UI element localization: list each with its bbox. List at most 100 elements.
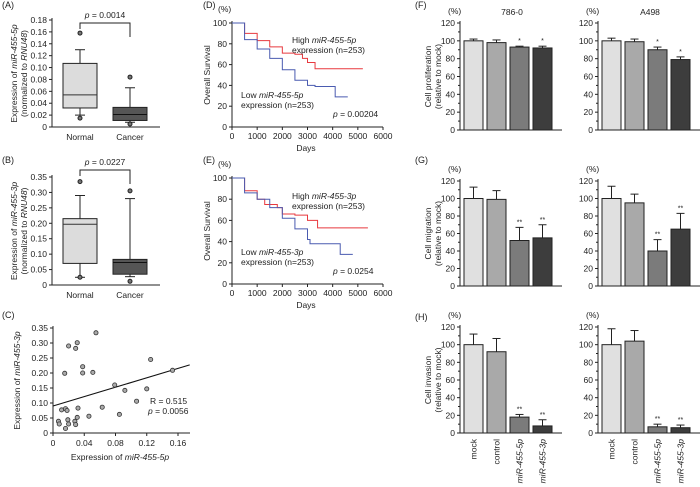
category-label: Normal bbox=[66, 132, 94, 142]
y-tick-label: 0.05 bbox=[31, 413, 48, 423]
bar-mir-455-5p bbox=[509, 413, 530, 434]
scatter-point bbox=[75, 405, 81, 411]
category-label: mock bbox=[469, 438, 479, 459]
y-tick-label: 0.04 bbox=[30, 98, 47, 108]
y-tick-label: 120 bbox=[579, 18, 593, 28]
label-segment: miR-455-3p bbox=[12, 331, 22, 376]
bar-mock bbox=[601, 328, 622, 434]
y-tick-label: 0 bbox=[588, 428, 593, 438]
bar bbox=[463, 198, 484, 287]
bar-mock bbox=[463, 186, 484, 287]
y-axis-label: Cell invasion bbox=[423, 356, 433, 404]
label-segment: Expression of bbox=[12, 376, 22, 430]
y-tick-label: 0 bbox=[222, 279, 227, 289]
p-value-text: = 0.0227 bbox=[90, 157, 126, 167]
significance-stars: * bbox=[679, 49, 682, 56]
bar bbox=[624, 340, 645, 434]
bar bbox=[486, 198, 507, 287]
scatter-point bbox=[74, 340, 80, 346]
label-segment: miR-455-5p bbox=[125, 452, 170, 462]
y-tick-label: 0.30 bbox=[31, 338, 48, 348]
category-label: miR-455-5p bbox=[653, 439, 663, 484]
y-tick-label: 20 bbox=[446, 264, 456, 274]
scatter-point bbox=[116, 411, 122, 417]
scatter-point bbox=[65, 417, 71, 423]
panel-label: (A) bbox=[2, 0, 14, 10]
label-segment: High bbox=[292, 35, 312, 45]
significance-stars: ** bbox=[517, 406, 523, 413]
p-label: p bbox=[332, 109, 338, 119]
label-segment: miR-455-5p bbox=[9, 24, 19, 69]
bar-mock bbox=[463, 333, 484, 434]
y-tick-label: 120 bbox=[441, 176, 455, 186]
y-tick-label: 0.02 bbox=[30, 110, 47, 120]
y-tick-label: 100 bbox=[441, 340, 455, 350]
bar bbox=[486, 351, 507, 434]
p-value-text: = 0.0056 bbox=[153, 406, 189, 416]
bar-mir-455-3p bbox=[532, 224, 553, 287]
bar bbox=[532, 47, 553, 131]
label-segment: miR-455-3p bbox=[312, 191, 357, 201]
label-segment: RNU48 bbox=[19, 190, 29, 218]
scatter-point bbox=[99, 404, 105, 410]
y-tick-label: 100 bbox=[441, 36, 455, 46]
x-tick-label: 3000 bbox=[298, 131, 317, 141]
y-tick-label: 20 bbox=[584, 107, 594, 117]
x-tick-label: 4000 bbox=[323, 288, 342, 298]
y-tick-label: 0 bbox=[42, 122, 47, 132]
category-label: control bbox=[630, 439, 640, 465]
survival-curve-low bbox=[232, 177, 353, 255]
x-tick-label: 6000 bbox=[374, 131, 393, 141]
box bbox=[112, 258, 148, 275]
p-label: p bbox=[332, 266, 338, 276]
bar bbox=[624, 202, 645, 287]
scatter-point bbox=[122, 387, 128, 393]
y-tick-label: 40 bbox=[584, 246, 594, 256]
p-value: p = 0.0014 bbox=[84, 10, 126, 20]
y-tick-label: 0 bbox=[588, 281, 593, 291]
x-tick-label: 0.12 bbox=[138, 438, 155, 448]
label-segment: miR-455-3p bbox=[259, 247, 304, 257]
y-tick-label: 120 bbox=[579, 322, 593, 332]
box-normal bbox=[62, 30, 98, 121]
significance-stars: ** bbox=[517, 219, 523, 226]
scatter-point bbox=[90, 369, 96, 375]
y-tick-label: 40 bbox=[218, 237, 228, 247]
significance-stars: * bbox=[541, 38, 544, 45]
y-tick-label: 20 bbox=[584, 264, 594, 274]
category-label: mock bbox=[607, 438, 617, 459]
y-tick-label: 20 bbox=[218, 101, 228, 111]
y-tick-label: 100 bbox=[213, 173, 227, 183]
outlier bbox=[77, 274, 83, 280]
x-axis-label: Days bbox=[296, 300, 315, 310]
y-tick-label: 0.12 bbox=[30, 51, 47, 61]
legend-label: High miR-455-3p bbox=[292, 191, 357, 201]
y-tick-label: 60 bbox=[218, 215, 228, 225]
category-label: Normal bbox=[66, 290, 94, 300]
legend-label: expression (n=253) bbox=[292, 201, 365, 211]
y-tick-label: 0 bbox=[42, 280, 47, 290]
y-tick-label: 20 bbox=[446, 107, 456, 117]
p-value-text: = 0.0254 bbox=[338, 266, 374, 276]
label-segment: RNU48 bbox=[19, 33, 29, 61]
bar bbox=[601, 198, 622, 287]
p-value: p = 0.0056 bbox=[147, 406, 189, 416]
y-unit-label: (%) bbox=[218, 159, 231, 169]
y-tick-label: 0.35 bbox=[30, 172, 47, 182]
bar bbox=[601, 40, 622, 131]
y-tick-label: 0.18 bbox=[30, 15, 47, 25]
bar bbox=[509, 46, 530, 131]
bar-mir-455-5p bbox=[647, 46, 668, 131]
y-axis-label: Expression of miR-455-5p bbox=[9, 24, 19, 123]
p-value-text: = 0.0014 bbox=[90, 10, 126, 20]
y-tick-label: 100 bbox=[213, 18, 227, 28]
outlier bbox=[77, 179, 83, 185]
bar bbox=[509, 240, 530, 287]
x-tick-label: 5000 bbox=[348, 131, 367, 141]
y-tick-label: 0.25 bbox=[31, 353, 48, 363]
bar-mock bbox=[601, 185, 622, 287]
label-segment: Expression of bbox=[9, 226, 19, 280]
outlier bbox=[127, 74, 133, 80]
x-tick-label: 0 bbox=[230, 131, 235, 141]
bar bbox=[647, 426, 668, 434]
